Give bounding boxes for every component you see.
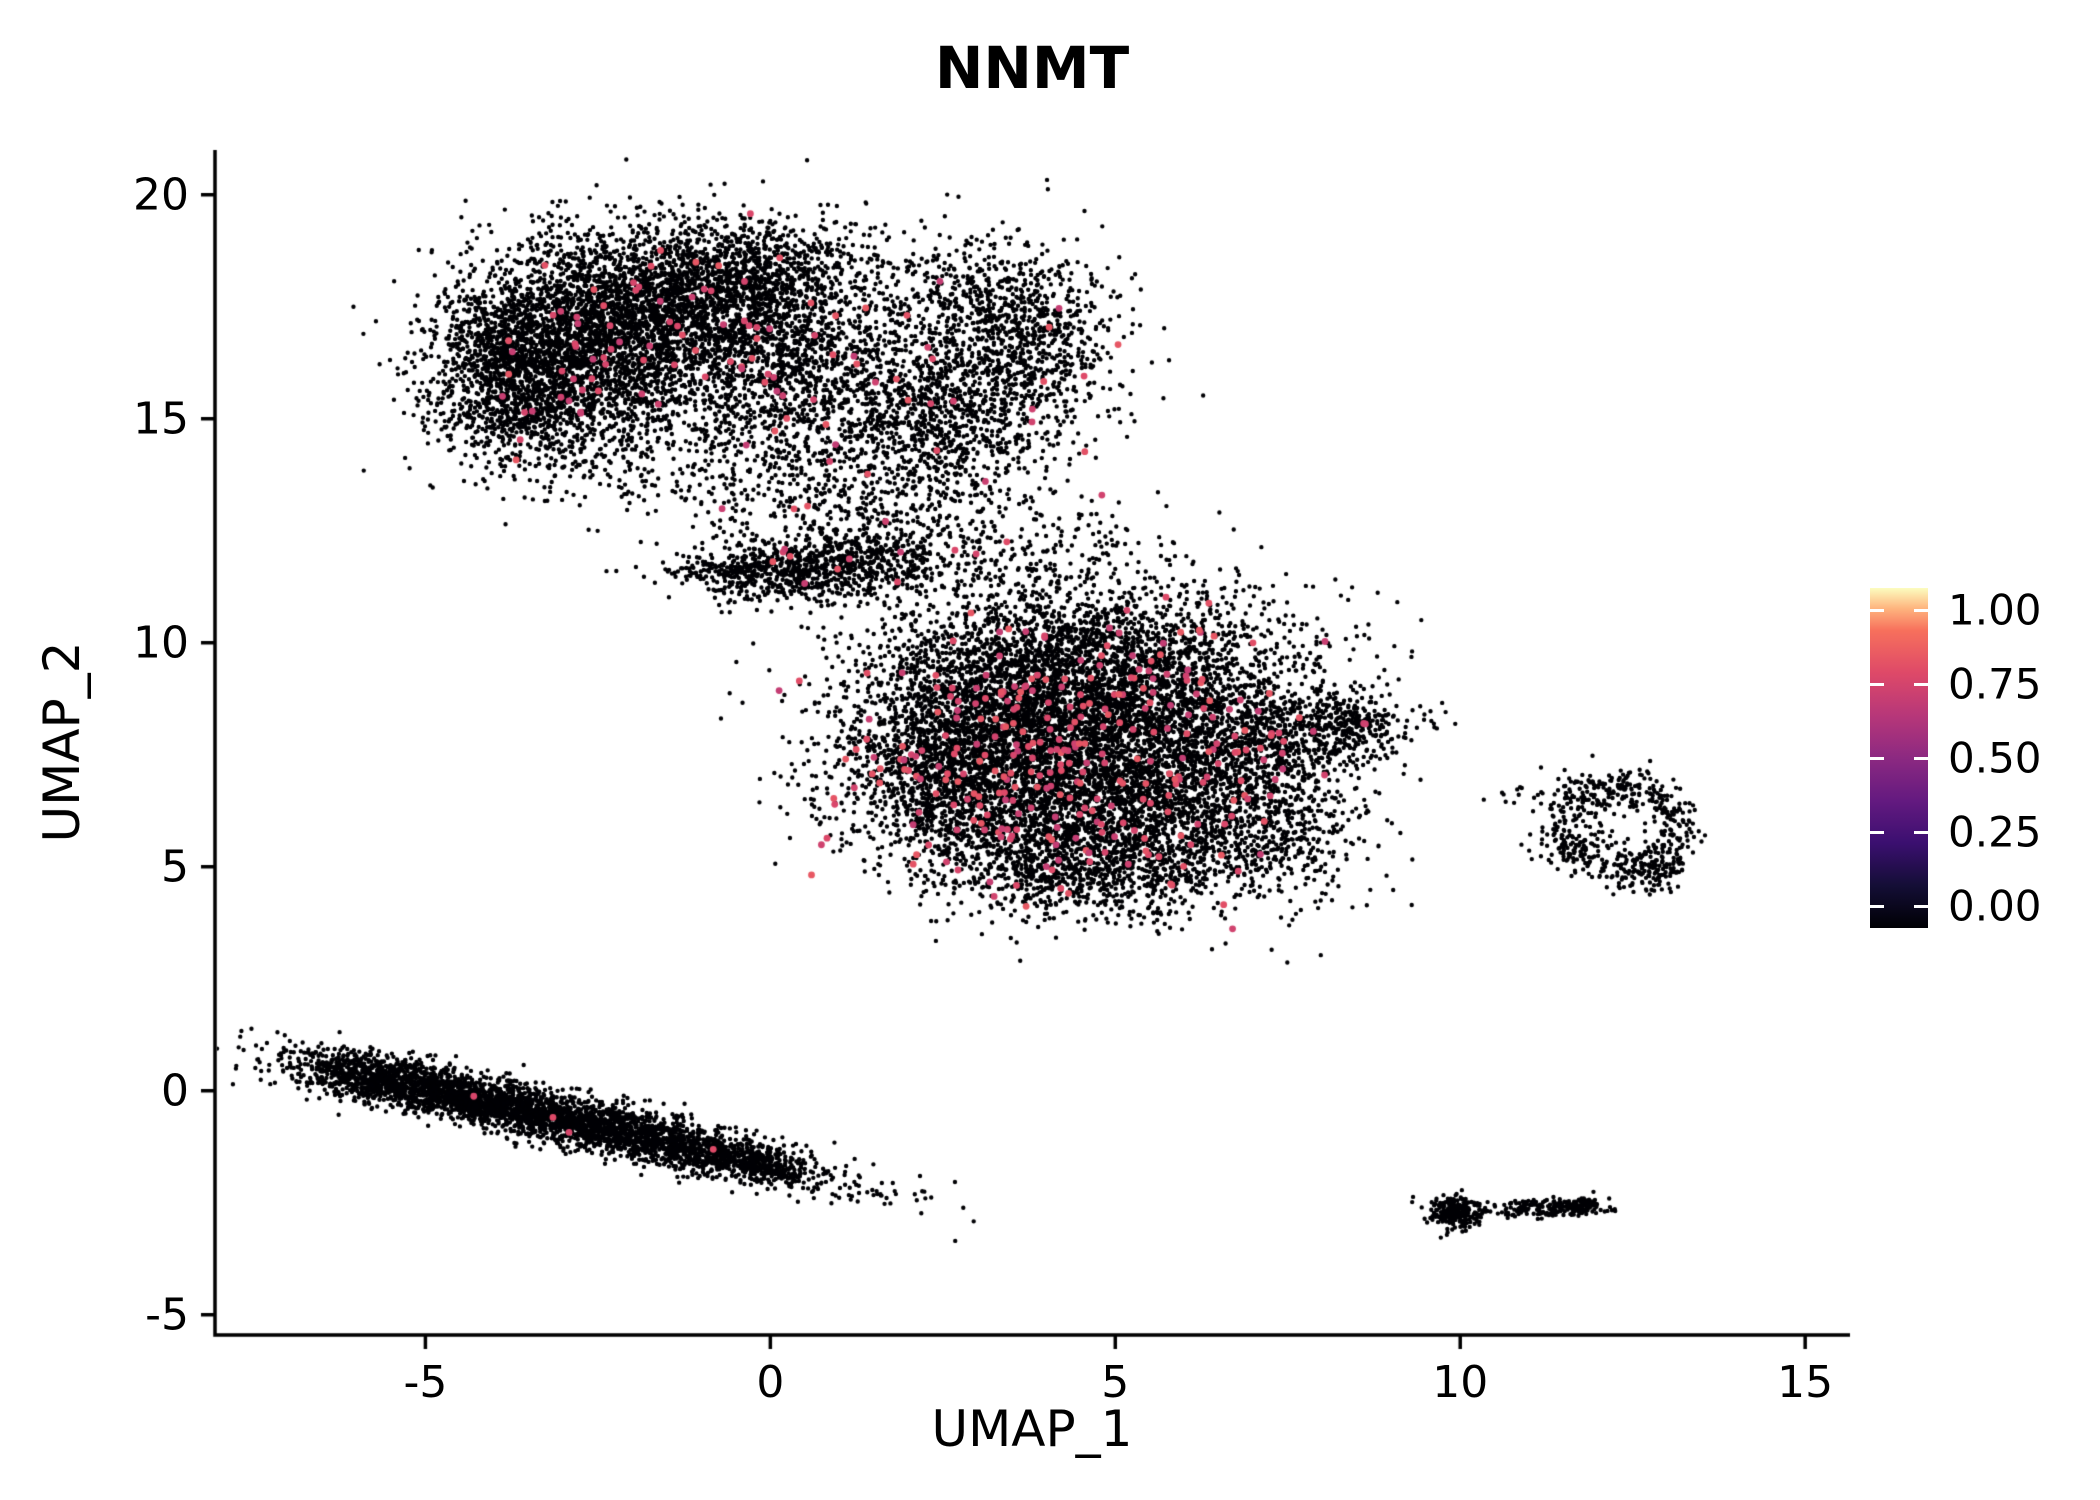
colorbar-tick [1914, 756, 1928, 760]
y-tick-label: 0 [161, 1065, 189, 1117]
colorbar-tick [1914, 608, 1928, 612]
x-axis-label: UMAP_1 [931, 1400, 1133, 1458]
colorbar-tick [1870, 682, 1884, 686]
colorbar-tick-label: 1.00 [1948, 585, 2042, 635]
y-tick-label: 20 [133, 169, 189, 221]
y-tick-label: 10 [133, 617, 189, 669]
colorbar-tick [1914, 830, 1928, 834]
x-tick-label: 10 [1432, 1357, 1489, 1408]
colorbar-tick [1870, 756, 1884, 760]
plot-title: NNMT [934, 34, 1130, 102]
y-axis-label: UMAP_2 [33, 641, 91, 843]
x-tick-label: 0 [756, 1357, 785, 1408]
y-tick-label: 15 [133, 393, 189, 445]
x-tick-label: -5 [403, 1357, 448, 1408]
colorbar-tick-label: 0.25 [1948, 807, 2042, 857]
x-tick-label: 5 [1101, 1357, 1130, 1408]
y-tick-label: 5 [161, 841, 189, 893]
y-tick-label: -5 [145, 1289, 189, 1341]
colorbar-tick-label: 0.00 [1948, 881, 2042, 931]
colorbar-tick [1914, 904, 1928, 908]
colorbar-tick-label: 0.75 [1948, 659, 2042, 709]
colorbar-tick [1870, 608, 1884, 612]
x-tick-label: 15 [1777, 1357, 1834, 1408]
colorbar-tick-label: 0.50 [1948, 733, 2042, 783]
colorbar-tick [1914, 682, 1928, 686]
colorbar-tick [1870, 904, 1884, 908]
colorbar-tick [1870, 830, 1884, 834]
